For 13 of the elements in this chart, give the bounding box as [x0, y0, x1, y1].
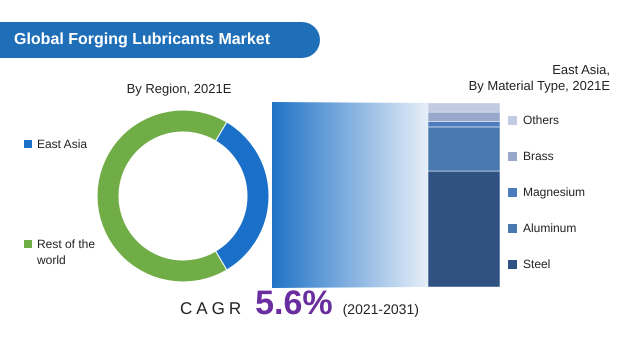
text: CAGR — [180, 299, 246, 319]
legend-label: Rest of the world — [37, 236, 96, 268]
legend-label: Aluminum — [522, 221, 576, 235]
text: East Asia, By Material Type, 2021E — [468, 62, 610, 94]
chart-title: Global Forging Lubricants Market — [0, 22, 320, 58]
legend-label: Others — [522, 113, 560, 127]
chart-subtitle: By Region, 2021E — [126, 81, 232, 96]
legend-label: Brass — [522, 149, 554, 163]
series-label: Steel — [522, 257, 550, 271]
legend-label: East Asia — [37, 136, 88, 152]
legend-label: Magnesium — [522, 185, 586, 199]
text: 5.6% — [255, 284, 333, 323]
text: (2021-2031) — [342, 301, 419, 317]
